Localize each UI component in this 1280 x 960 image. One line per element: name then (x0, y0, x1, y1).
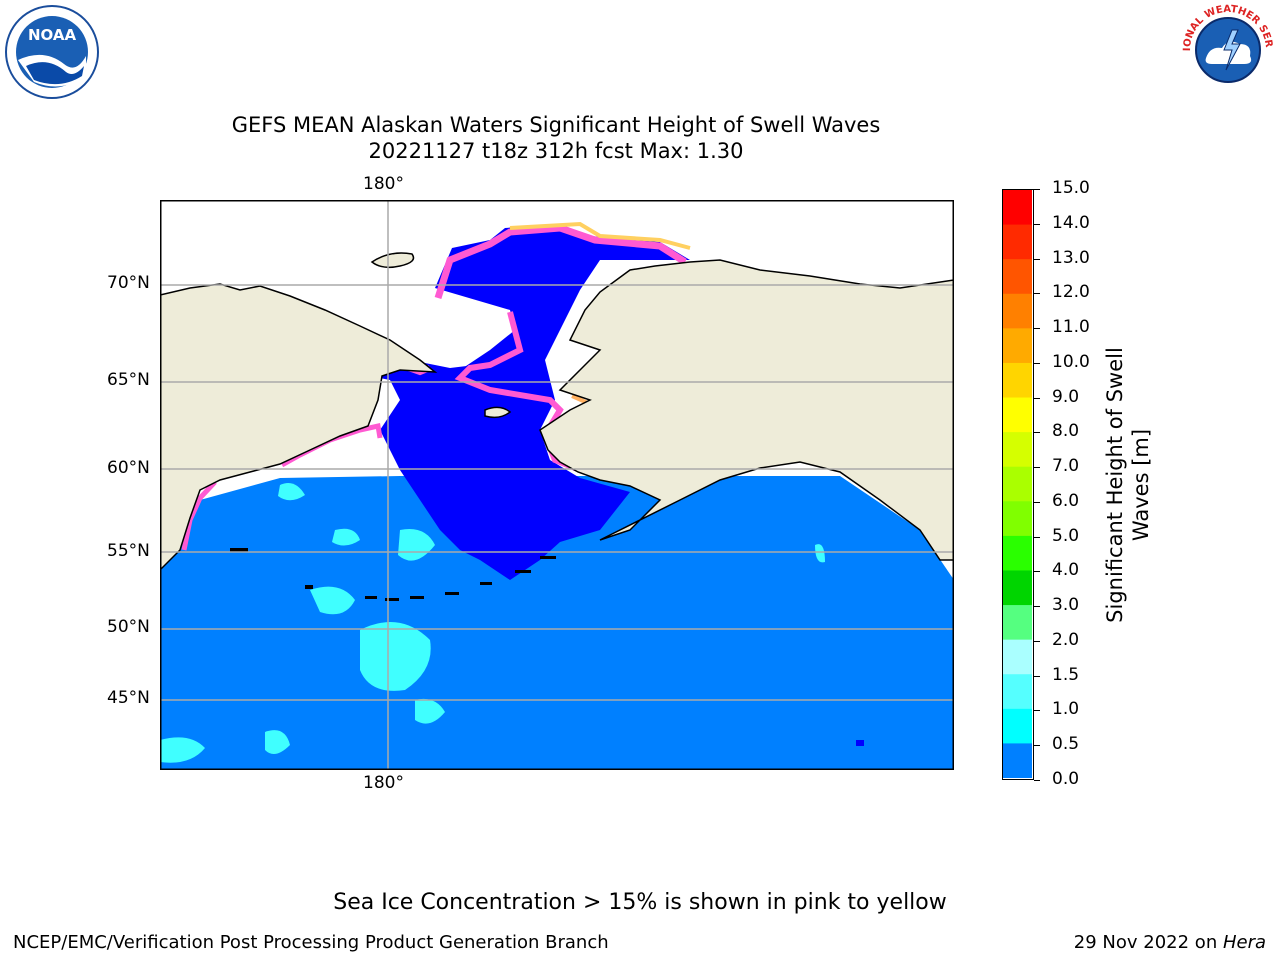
svg-text:NOAA: NOAA (28, 26, 77, 44)
lat-label-70n: 70°N (107, 273, 150, 293)
title-line-2: 20221127 t18z 312h fcst Max: 1.30 (368, 139, 744, 163)
colorbar-tick-label: 1.0 (1052, 699, 1080, 720)
sea-ice-edge (434, 224, 687, 300)
colorbar-segment (1003, 674, 1032, 710)
colorbar-tick (1034, 293, 1040, 295)
colorbar-tick-label: 1.5 (1052, 664, 1080, 685)
colorbar-tick (1034, 710, 1040, 712)
colorbar-tick (1034, 675, 1040, 677)
colorbar-tick (1034, 606, 1040, 608)
lat-label-55n: 55°N (107, 541, 150, 561)
colorbar-segment (1003, 466, 1032, 502)
colorbar-tick (1034, 328, 1040, 330)
title-line-1: GEFS MEAN Alaskan Waters Significant Hei… (231, 113, 881, 137)
colorbar-tick (1034, 780, 1040, 781)
colorbar-tick (1034, 745, 1040, 747)
colorbar-segment (1003, 501, 1032, 537)
footer-right: 29 Nov 2022 on Hera (1073, 932, 1266, 953)
graticule (160, 200, 954, 770)
colorbar-tick (1034, 571, 1040, 573)
colorbar-segment (1003, 605, 1032, 641)
colorbar-tick-label: 12.0 (1052, 282, 1090, 303)
colorbar-segment (1003, 570, 1032, 606)
colorbar-tick-label: 15.0 (1052, 178, 1090, 198)
colorbar-tick-label: 7.0 (1052, 456, 1080, 477)
colorbar-tick-label: 6.0 (1052, 490, 1080, 511)
colorbar-tick-label: 13.0 (1052, 247, 1090, 268)
colorbar-tick-label: 0.5 (1052, 734, 1080, 755)
noaa-logo: NOAA (4, 4, 100, 100)
chart-title: GEFS MEAN Alaskan Waters Significant Hei… (0, 112, 1112, 164)
aleutian-islands (230, 548, 864, 746)
land-areas (160, 252, 954, 572)
colorbar-tick-label: 10.0 (1052, 351, 1090, 372)
colorbar-segment (1003, 639, 1032, 675)
colorbar-segment (1003, 743, 1032, 778)
ocean-field (160, 476, 954, 770)
colorbar-segment (1003, 432, 1032, 468)
lon-label-bottom: 180° (363, 773, 404, 793)
colorbar-segment (1003, 328, 1032, 364)
nws-logo: NATIONAL WEATHER SERVICE (1176, 0, 1276, 98)
colorbar-tick (1034, 397, 1040, 399)
lat-label-60n: 60°N (107, 458, 150, 478)
colorbar-tick-label: 8.0 (1052, 421, 1080, 442)
colorbar-segment (1003, 535, 1032, 571)
lat-label-45n: 45°N (107, 688, 150, 708)
lat-label-50n: 50°N (107, 617, 150, 637)
colorbar-tick-label: 2.0 (1052, 629, 1080, 650)
colorbar (1002, 189, 1034, 780)
colorbar-tick-label: 4.0 (1052, 560, 1080, 581)
low-swell-field (370, 224, 690, 580)
colorbar-segment (1003, 190, 1032, 226)
colorbar-tick (1034, 258, 1040, 260)
footer-left: NCEP/EMC/Verification Post Processing Pr… (13, 932, 609, 953)
colorbar-tick-label: 11.0 (1052, 317, 1090, 338)
colorbar-tick-label: 3.0 (1052, 595, 1080, 616)
colorbar-segment (1003, 259, 1032, 295)
map-panel (160, 200, 954, 770)
colorbar-title: Significant Height of Swell Waves [m] (1103, 347, 1153, 623)
colorbar-tick (1034, 501, 1040, 503)
colorbar-segment (1003, 708, 1032, 744)
colorbar-segment (1003, 362, 1032, 399)
colorbar-tick-label: 9.0 (1052, 386, 1080, 407)
colorbar-tick (1034, 536, 1040, 538)
colorbar-tick (1034, 432, 1040, 434)
colorbar-tick-label: 14.0 (1052, 212, 1090, 233)
lat-label-65n: 65°N (107, 370, 150, 390)
colorbar-tick-label: 5.0 (1052, 525, 1080, 546)
colorbar-tick (1034, 362, 1040, 364)
colorbar-segment (1003, 293, 1032, 329)
colorbar-tick (1034, 467, 1040, 469)
colorbar-segment (1003, 397, 1032, 433)
colorbar-segment (1003, 224, 1032, 260)
colorbar-tick (1034, 189, 1040, 190)
map-svg (160, 200, 954, 770)
colorbar-tick (1034, 640, 1040, 642)
lon-label-top: 180° (363, 174, 404, 194)
colorbar-tick (1034, 223, 1040, 225)
colorbar-tick-label: 0.0 (1052, 769, 1080, 789)
sea-ice-note: Sea Ice Concentration > 15% is shown in … (333, 890, 947, 915)
